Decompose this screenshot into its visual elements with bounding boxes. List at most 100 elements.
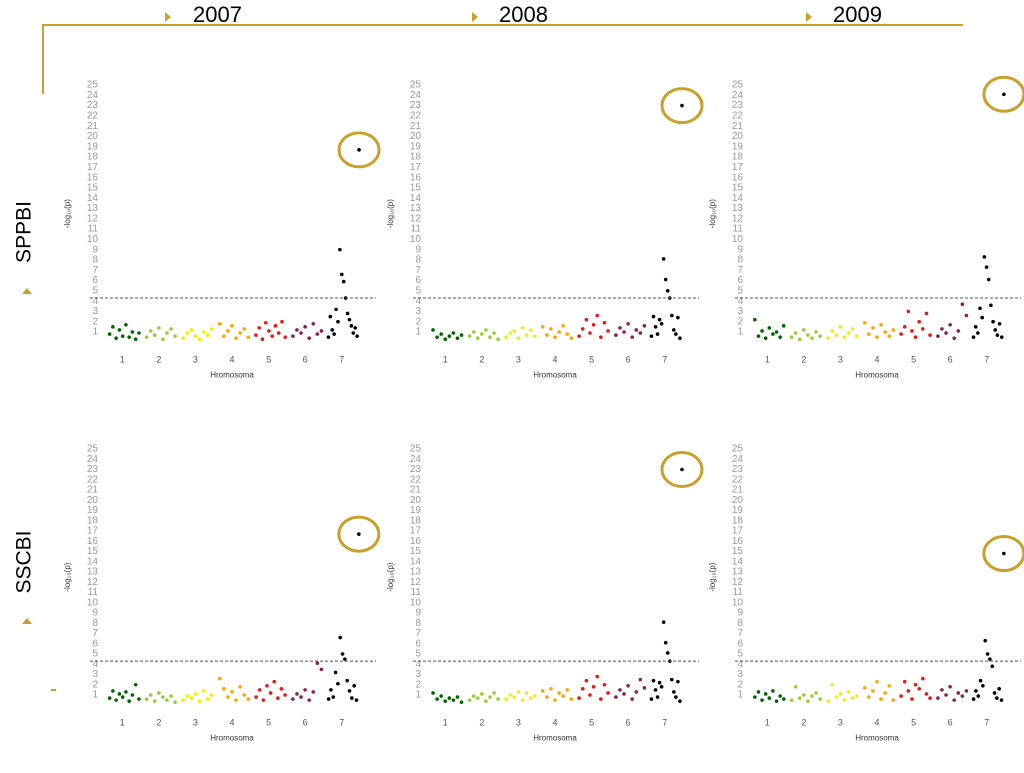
point bbox=[871, 689, 875, 693]
point bbox=[665, 651, 670, 655]
y-tick-label: 7 bbox=[415, 628, 421, 639]
point bbox=[516, 690, 521, 694]
x-tick-label: 7 bbox=[339, 718, 344, 728]
point bbox=[793, 685, 798, 689]
point bbox=[676, 679, 680, 684]
point bbox=[883, 330, 887, 334]
y-tick-label: 13 bbox=[410, 203, 422, 214]
point bbox=[674, 695, 678, 699]
x-tick-label: 7 bbox=[984, 718, 989, 728]
point bbox=[992, 691, 997, 695]
point bbox=[591, 323, 596, 327]
point bbox=[130, 693, 135, 697]
y-axis-label: -log₁₀(p) bbox=[708, 562, 717, 591]
point bbox=[127, 699, 131, 703]
point bbox=[577, 696, 581, 700]
y-tick-label: 12 bbox=[410, 577, 422, 588]
y-tick-label: 19 bbox=[410, 505, 422, 516]
point bbox=[906, 309, 911, 314]
x-tick-label: 4 bbox=[552, 355, 557, 365]
point bbox=[661, 257, 666, 261]
y-tick-label: 23 bbox=[410, 464, 422, 475]
y-tick-label: 2 bbox=[415, 679, 421, 690]
point bbox=[299, 695, 303, 699]
point bbox=[549, 327, 553, 331]
y-tick-label: 10 bbox=[87, 234, 99, 245]
y-tick-label: 8 bbox=[415, 618, 421, 629]
y-tick-label: 11 bbox=[733, 587, 744, 598]
point bbox=[226, 329, 230, 333]
y-axis-label: -log₁₀(p) bbox=[63, 562, 72, 591]
point bbox=[910, 329, 914, 333]
point bbox=[336, 319, 340, 324]
point bbox=[622, 692, 626, 696]
point bbox=[976, 694, 981, 698]
point bbox=[280, 319, 284, 324]
point bbox=[303, 688, 307, 692]
y-tick-label: 20 bbox=[87, 131, 99, 142]
point bbox=[630, 697, 634, 701]
point bbox=[345, 311, 350, 316]
point bbox=[818, 697, 822, 701]
point bbox=[818, 334, 822, 338]
point bbox=[257, 326, 261, 330]
y-tick-label: 21 bbox=[732, 485, 744, 496]
y-tick-label: 23 bbox=[410, 100, 422, 111]
point bbox=[763, 692, 768, 696]
point bbox=[276, 696, 280, 700]
point bbox=[512, 695, 517, 699]
point bbox=[488, 335, 492, 339]
point bbox=[622, 330, 626, 334]
point bbox=[584, 317, 589, 322]
point bbox=[161, 695, 165, 699]
point bbox=[553, 335, 557, 339]
y-tick-label: 14 bbox=[410, 556, 422, 567]
y-tick-label: 4 bbox=[737, 296, 743, 307]
y-tick-label: 15 bbox=[410, 183, 422, 194]
point bbox=[137, 331, 141, 335]
point bbox=[665, 289, 670, 293]
x-tick-label: 2 bbox=[801, 355, 806, 365]
point bbox=[242, 693, 246, 697]
y-axis-label: -log₁₀(p) bbox=[63, 199, 72, 228]
chart: 1234567891011121314151617181920212223242… bbox=[386, 80, 704, 379]
point bbox=[971, 697, 976, 701]
point bbox=[357, 148, 361, 152]
point bbox=[997, 687, 1001, 691]
point bbox=[553, 698, 557, 702]
point bbox=[960, 302, 965, 307]
point bbox=[303, 325, 307, 329]
x-tick-label: 4 bbox=[874, 355, 879, 365]
y-tick-label: 15 bbox=[410, 546, 422, 557]
point bbox=[653, 325, 658, 329]
x-axis-label: Hromosoma bbox=[533, 370, 577, 379]
point bbox=[577, 334, 581, 338]
y-tick-label: 2 bbox=[92, 679, 98, 690]
y-tick-label: 14 bbox=[732, 556, 744, 567]
y-tick-label: 4 bbox=[92, 659, 98, 670]
point bbox=[340, 652, 345, 656]
point bbox=[899, 694, 903, 698]
point bbox=[345, 678, 350, 683]
point bbox=[447, 696, 452, 700]
point bbox=[655, 332, 660, 336]
point bbox=[651, 678, 656, 683]
y-tick-label: 5 bbox=[92, 285, 98, 296]
point bbox=[936, 696, 940, 700]
point bbox=[508, 331, 513, 335]
x-tick-label: 3 bbox=[838, 718, 843, 728]
point bbox=[435, 697, 439, 701]
point bbox=[467, 334, 472, 338]
x-tick-label: 5 bbox=[266, 718, 271, 728]
point bbox=[532, 334, 537, 338]
point bbox=[964, 689, 969, 693]
point bbox=[439, 332, 443, 336]
point bbox=[973, 325, 978, 329]
point bbox=[492, 691, 496, 695]
point bbox=[133, 682, 138, 687]
point bbox=[480, 332, 484, 336]
y-tick-label: 7 bbox=[737, 265, 743, 276]
y-tick-label: 18 bbox=[410, 515, 422, 526]
point bbox=[952, 698, 956, 702]
y-tick-label: 9 bbox=[92, 608, 98, 619]
